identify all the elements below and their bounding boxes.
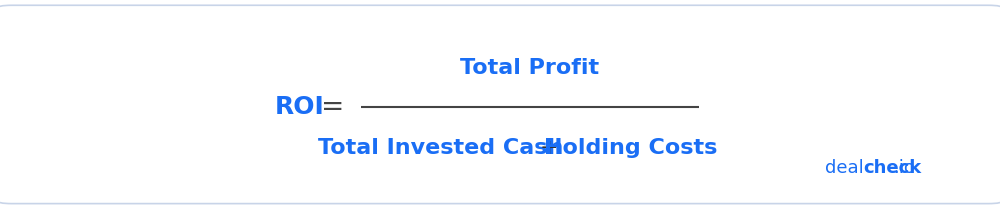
- Text: Total Profit: Total Profit: [460, 58, 600, 78]
- Text: Total Invested Cash: Total Invested Cash: [318, 138, 564, 158]
- Text: Holding Costs: Holding Costs: [544, 138, 717, 158]
- Text: deal: deal: [825, 159, 864, 177]
- Text: ROI: ROI: [274, 95, 324, 119]
- Text: check: check: [864, 159, 922, 177]
- Text: .io: .io: [893, 159, 915, 177]
- Text: +: +: [540, 138, 559, 158]
- Text: =: =: [321, 93, 344, 120]
